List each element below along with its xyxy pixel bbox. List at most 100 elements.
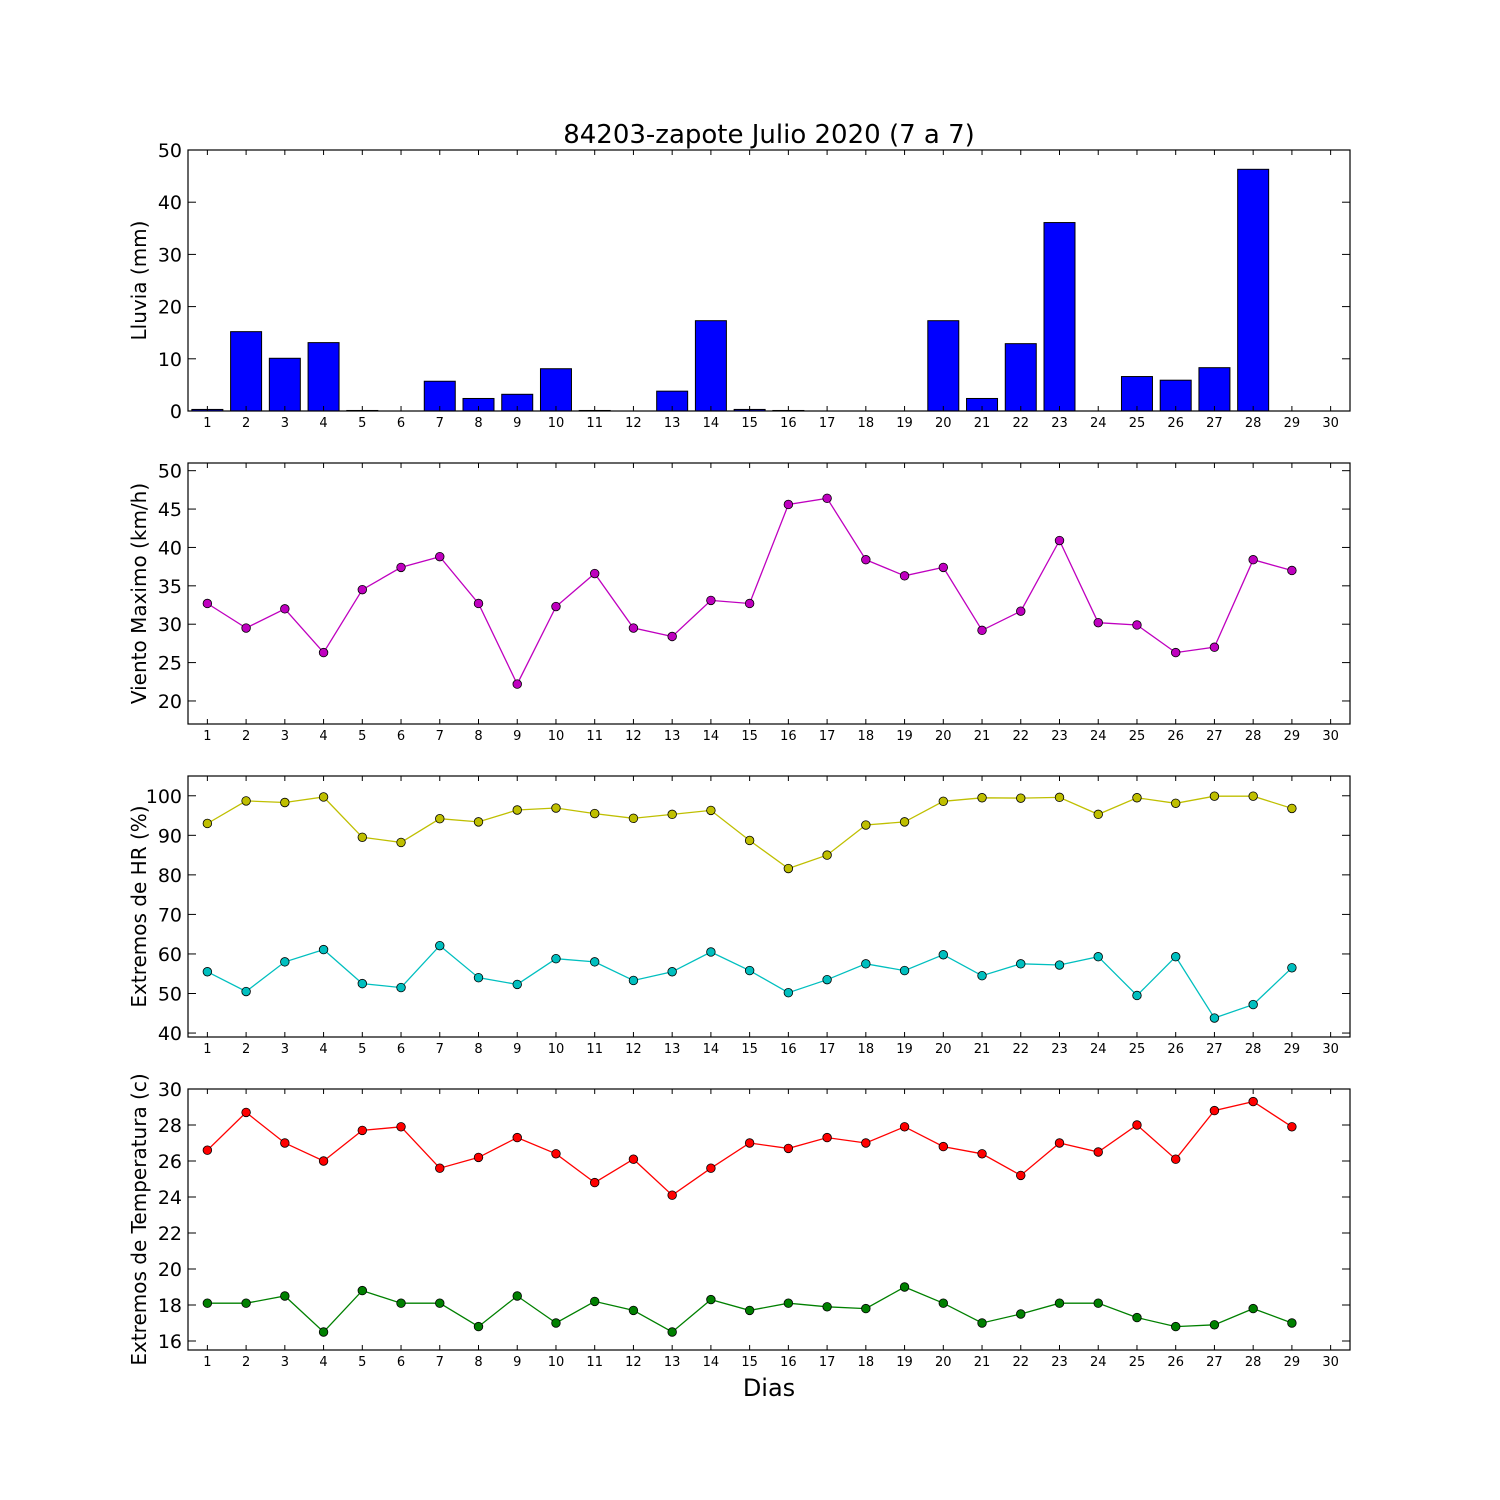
wind-series-1-point [280,604,290,614]
wind-x-tick-label: 2 [242,729,250,744]
temperature-x-tick-label: 9 [513,1355,521,1370]
temperature-series-1-point [744,1138,755,1148]
humidity-series-1-point [706,805,716,816]
humidity-series-2-point [357,978,368,989]
wind-series-1-point [551,601,561,612]
rainfall-x-tick-label: 29 [1284,416,1301,431]
humidity-series-2-point [822,974,832,985]
humidity-series-2-point [1248,999,1258,1010]
humidity-series-1-point [202,818,213,829]
humidity-series-2-point [318,944,329,955]
humidity-series-2-point [473,972,484,983]
rainfall-x-tick-label: 26 [1167,416,1184,431]
temperature-series-1-point [861,1138,871,1148]
wind-series-1-point [861,555,871,565]
humidity-series-2-point [1132,990,1142,1001]
temperature-series-1-point [435,1163,445,1173]
wind-x-tick-label: 29 [1284,729,1301,744]
humidity-series-1-point [1132,793,1142,803]
rainfall-x-tick-label: 14 [703,416,720,431]
temperature-series-2-point [202,1298,213,1308]
temperature-series-2-point [822,1302,832,1312]
rainfall-x-tick-label: 7 [436,416,444,431]
temperature-series-1-point [783,1143,794,1154]
temperature-x-tick-label: 23 [1051,1355,1068,1370]
humidity-series-2-point [1054,960,1065,970]
temperature-x-tick-label: 5 [358,1355,366,1370]
temperature-x-tick-label: 15 [741,1355,758,1370]
humidity-x-tick-label: 7 [436,1042,444,1057]
wind-y-tick-label: 35 [158,576,182,598]
temperature-x-tick-label: 25 [1129,1355,1146,1370]
wind-x-tick-label: 12 [625,729,642,744]
temperature-frame [187,1088,1351,1351]
wind-y-tick-label: 40 [158,537,182,559]
rainfall-bar [1004,343,1037,412]
wind-x-tick-label: 23 [1051,729,1068,744]
humidity-series-2-point [1093,952,1103,962]
wind-x-tick-label: 1 [203,729,211,744]
temperature-series-1-point [822,1132,832,1143]
rainfall-x-tick-label: 12 [625,416,642,431]
wind-series-1-point [899,571,910,581]
temperature-x-tick-label: 27 [1206,1355,1223,1370]
wind-series-1-point [1248,555,1258,565]
temperature-series-2-point [861,1303,871,1314]
rainfall-y-tick-label: 10 [158,349,182,371]
rainfall-x-tick-label: 19 [896,416,913,431]
wind-x-tick-label: 25 [1129,729,1146,744]
wind-y-tick-label: 25 [158,653,182,675]
temperature-series-2-point [512,1291,522,1301]
wind-series-1-point [938,562,949,573]
wind-x-tick-label: 27 [1206,729,1223,744]
wind-x-tick-label: 18 [858,729,875,744]
humidity-series-1-point [1054,792,1065,803]
wind-x-tick-label: 7 [436,729,444,744]
rainfall-x-tick-label: 13 [664,416,681,431]
humidity-series-2-point [1209,1013,1220,1023]
humidity-series-1-point [241,796,251,806]
wind-series-1-point [628,623,639,633]
rainfall-x-tick-label: 2 [242,416,250,431]
humidity-x-tick-label: 21 [974,1042,991,1057]
humidity-series-1-point [435,814,445,824]
wind-x-tick-label: 3 [281,729,289,744]
humidity-y-tick-label: 80 [158,865,182,887]
rainfall-x-tick-label: 8 [474,416,482,431]
rainfall-x-tick-label: 9 [513,416,521,431]
rainfall-x-tick-label: 4 [319,416,327,431]
temperature-panel: 1 2 3 4 5 6 7 8 9 10 11 12 13 14 15 16 17 18 19 20 21 22 23 24 2… [127,1073,1351,1370]
humidity-x-tick-label: 15 [741,1042,758,1057]
humidity-x-tick-label: 16 [780,1042,797,1057]
humidity-series-1-point [628,813,639,824]
rainfall-y-tick-label: 0 [170,401,182,423]
humidity-x-tick-label: 5 [358,1042,366,1057]
wind-y-tick-label: 50 [158,461,182,483]
wind-series-1-point [435,551,445,562]
humidity-series-2-point [241,986,251,997]
humidity-x-tick-label: 19 [896,1042,913,1057]
wind-x-tick-label: 10 [548,729,565,744]
humidity-series-2-point [977,971,987,981]
temperature-series-2-point [1132,1312,1142,1323]
humidity-series-2-point [590,957,600,967]
temperature-x-tick-label: 10 [548,1355,565,1370]
temperature-series-2-point [1093,1298,1103,1308]
temperature-series-2-point [1209,1320,1220,1330]
temperature-series-1-point [202,1145,213,1155]
humidity-x-tick-label: 1 [203,1042,211,1057]
rainfall-bar [268,357,301,412]
humidity-x-tick-label: 25 [1129,1042,1146,1057]
temperature-series-2-point [357,1285,368,1296]
wind-series-1-line [207,497,1293,686]
wind-series-1-point [357,584,368,595]
humidity-series-2-point [1287,963,1297,973]
temperature-y-tick-label: 28 [158,1115,182,1137]
rainfall-x-tick-label: 21 [974,416,991,431]
temperature-series-1-point [280,1138,290,1148]
humidity-series-2-point [667,967,677,977]
temperature-series-2-point [628,1305,639,1316]
wind-series-1-point [977,625,987,636]
wind-series-1-point [667,631,677,642]
humidity-y-tick-label: 60 [158,944,182,966]
